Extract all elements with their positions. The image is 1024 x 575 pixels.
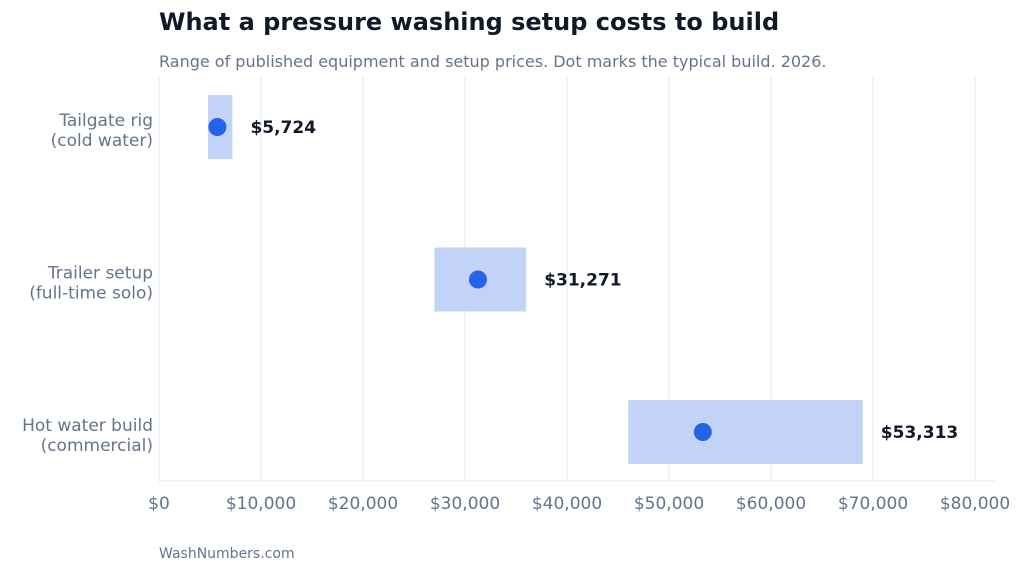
range-bars xyxy=(207,95,863,464)
typical-dot xyxy=(208,118,227,136)
grid-lines xyxy=(158,76,976,481)
category-labels: $5,724 Tailgate rig(cold water) $31,271 Tra… xyxy=(22,111,958,456)
category-label-line1: Trailer setup xyxy=(47,264,153,284)
chart-title: What a pressure washing setup costs to b… xyxy=(159,8,780,36)
value-label: $5,724 xyxy=(250,118,316,138)
source-credit: WashNumbers.com xyxy=(159,546,295,562)
category-label-line2: (commercial) xyxy=(41,436,153,456)
x-tick-label: $80,000 xyxy=(940,494,1010,514)
typical-dot xyxy=(693,423,712,441)
category-label-line2: (full-time solo) xyxy=(29,284,153,304)
x-tick-label: $60,000 xyxy=(736,494,806,514)
x-axis: $0 $10,000 $20,000 $30,000 $40,000 $50,000 $60… xyxy=(148,480,1010,514)
category-label-line1: Hot water build xyxy=(22,416,153,436)
value-label: $53,313 xyxy=(881,423,958,443)
range-bar xyxy=(628,400,863,464)
chart-subtitle: Range of published equipment and setup p… xyxy=(159,52,827,71)
category-label-line2: (cold water) xyxy=(51,131,153,151)
x-tick-label: $20,000 xyxy=(328,494,398,514)
value-label: $31,271 xyxy=(544,271,621,291)
x-tick-label: $30,000 xyxy=(430,494,500,514)
x-tick-label: $70,000 xyxy=(838,494,908,514)
x-tick-label: $10,000 xyxy=(226,494,296,514)
x-tick-label: $50,000 xyxy=(634,494,704,514)
category-label-line1: Tailgate rig xyxy=(58,111,153,131)
x-tick-label: $40,000 xyxy=(532,494,602,514)
typical-dot xyxy=(468,270,487,289)
x-tick-label: $0 xyxy=(148,494,170,514)
